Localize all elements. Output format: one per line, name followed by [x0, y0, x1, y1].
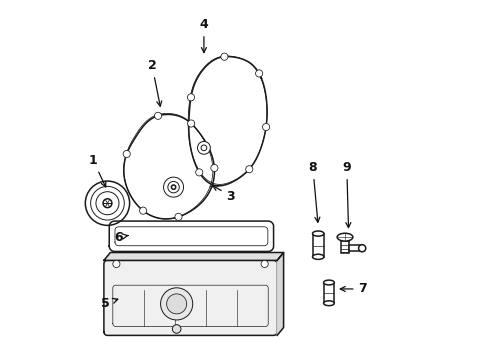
Ellipse shape [323, 301, 334, 306]
Polygon shape [104, 260, 277, 336]
Circle shape [172, 185, 176, 189]
Circle shape [188, 120, 195, 127]
Text: 1: 1 [89, 154, 106, 187]
Circle shape [196, 169, 203, 176]
Bar [323, 283, 334, 303]
Text: 2: 2 [148, 59, 162, 106]
Circle shape [164, 177, 184, 197]
Ellipse shape [337, 233, 353, 241]
Text: 3: 3 [213, 186, 235, 203]
Bar [348, 245, 362, 251]
Circle shape [261, 260, 268, 267]
Bar [313, 234, 324, 257]
Circle shape [113, 260, 120, 267]
Circle shape [221, 53, 228, 60]
Circle shape [154, 112, 162, 120]
Bar [341, 237, 349, 253]
Ellipse shape [313, 254, 324, 259]
Ellipse shape [323, 280, 334, 285]
Circle shape [168, 181, 179, 193]
Ellipse shape [313, 231, 324, 236]
Text: 4: 4 [199, 18, 208, 53]
Circle shape [256, 70, 263, 77]
Circle shape [140, 207, 147, 214]
Polygon shape [277, 252, 284, 336]
Text: 5: 5 [101, 297, 118, 310]
Circle shape [123, 150, 130, 158]
Circle shape [172, 325, 181, 333]
Text: 8: 8 [309, 161, 320, 222]
Circle shape [167, 294, 187, 314]
Text: 7: 7 [340, 283, 368, 296]
Text: 9: 9 [343, 161, 351, 228]
Circle shape [359, 245, 366, 252]
Circle shape [187, 94, 195, 101]
Circle shape [201, 145, 207, 151]
Circle shape [161, 288, 193, 320]
Circle shape [263, 123, 270, 131]
Circle shape [175, 213, 182, 220]
Text: 6: 6 [114, 231, 128, 244]
Circle shape [211, 165, 218, 172]
Polygon shape [104, 252, 284, 260]
Circle shape [197, 141, 210, 154]
Circle shape [245, 166, 253, 173]
